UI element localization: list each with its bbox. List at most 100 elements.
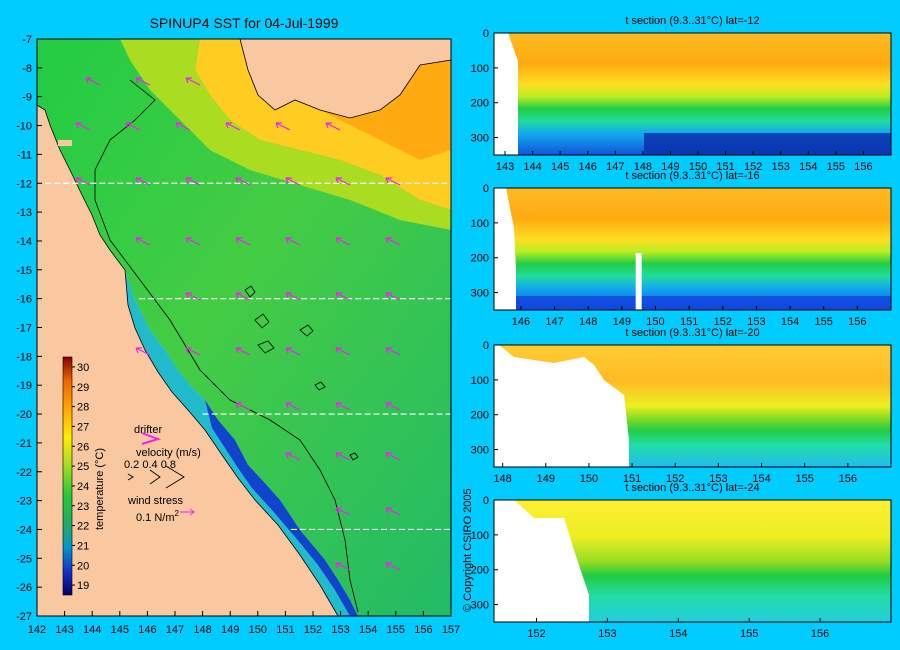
section-title: t section (9.3..31°C) lat=-20 <box>625 327 759 339</box>
map-y-tick-label: -20 <box>16 409 32 421</box>
wind-arrow <box>175 122 191 131</box>
colorbar-tick-label: 19 <box>77 580 89 592</box>
wind-arrow <box>335 507 351 516</box>
section-y-tick-label: 300 <box>471 445 489 457</box>
wind-arrow <box>385 177 401 186</box>
map-x-tick-label: 152 <box>304 624 322 636</box>
wind-arrow <box>285 237 301 246</box>
map-x-tick-label: 146 <box>138 624 156 636</box>
section-x-tick-label: 148 <box>493 473 511 485</box>
section-land <box>494 500 589 622</box>
map-x-tick-label: 150 <box>249 624 267 636</box>
map-y-tick-label: -12 <box>16 178 32 190</box>
wind-arrow <box>335 562 351 571</box>
section-x-tick-label: 149 <box>661 161 679 173</box>
section-x-tick-label: 151 <box>680 316 698 328</box>
legend-wind-exponent: 2 <box>175 509 180 518</box>
map-cape-york <box>36 104 339 617</box>
section-x-tick-label: 154 <box>669 628 687 640</box>
wind-arrow <box>235 292 251 301</box>
section-x-tick-label: 156 <box>848 316 866 328</box>
section-deep-cold <box>494 296 891 310</box>
section-y-tick-label: 0 <box>483 495 489 507</box>
wind-arrow <box>135 347 151 356</box>
section-x-tick-label: 152 <box>744 161 762 173</box>
wind-arrow <box>335 177 351 186</box>
section-y-tick-label: 100 <box>471 375 489 387</box>
wind-arrow <box>285 347 301 356</box>
map-x-tick-label: 156 <box>414 624 432 636</box>
map-x-tick-label: 154 <box>359 624 377 636</box>
section-x-tick-label: 153 <box>709 473 727 485</box>
map-y-tick-label: -23 <box>16 496 32 508</box>
map-y-tick-label: -22 <box>16 467 32 479</box>
wind-arrow <box>385 292 401 301</box>
map-y-tick-label: -9 <box>22 92 32 104</box>
wind-arrow <box>185 237 201 246</box>
wind-arrow <box>185 77 201 86</box>
colorbar-tick-label: 24 <box>77 481 89 493</box>
section-y-tick-label: 300 <box>471 600 489 612</box>
wind-stress-arrows <box>75 77 401 571</box>
section-x-tick-label: 156 <box>839 473 857 485</box>
wind-arrow <box>385 347 401 356</box>
section-y-tick-label: 200 <box>471 98 489 110</box>
map-y-tick-label: -8 <box>22 63 32 75</box>
section-x-tick-label: 148 <box>579 316 597 328</box>
wind-arrow <box>75 177 91 186</box>
section-deep-cold <box>644 133 891 155</box>
wind-arrow <box>285 452 301 461</box>
map-y-tick-label: -26 <box>16 582 32 594</box>
map-y-axis: -7 -8 -9 -10 -11 -12 -13 -14 -15 -16 -17 -18 -19 -20 -… <box>16 34 42 623</box>
map-x-tick-label: 153 <box>331 624 349 636</box>
map-y-tick-label: -11 <box>17 149 32 161</box>
map-y-tick-label: -14 <box>16 236 32 248</box>
section-x-tick-label: 155 <box>815 316 833 328</box>
map-title: SPINUP4 SST for 04-Jul-1999 <box>150 15 339 31</box>
section-x-tick-label: 150 <box>646 316 664 328</box>
section-x-tick-label: 143 <box>496 161 514 173</box>
copyright-notice: © Copyright CSIRO 2005 <box>462 488 474 612</box>
section-land <box>494 345 629 467</box>
section-y-tick-label: 0 <box>483 28 489 40</box>
section-panel: t section (9.3..31°C) lat=-16 146 147 148 14… <box>471 170 892 328</box>
wind-arrow <box>325 122 341 131</box>
section-title: t section (9.3..31°C) lat=-16 <box>625 170 759 182</box>
map-y-tick-label: -19 <box>16 380 32 392</box>
colorbar-tick-label: 27 <box>77 421 89 433</box>
section-y-tick-label: 100 <box>471 530 489 542</box>
wind-arrow <box>185 347 201 356</box>
section-x-tick-label: 154 <box>799 161 817 173</box>
legend-wind-value: 0.1 N/m2 <box>136 509 180 524</box>
map-coastal-deep <box>205 400 358 616</box>
map-x-tick-label: 157 <box>442 624 460 636</box>
wind-arrow <box>275 122 291 131</box>
map-x-tick-label: 144 <box>83 624 101 636</box>
wind-arrow <box>185 177 201 186</box>
wind-arrow <box>135 237 151 246</box>
wind-arrow <box>385 507 401 516</box>
wind-arrow <box>75 122 91 131</box>
map-x-tick-label: 145 <box>111 624 129 636</box>
section-x-tick-label: 154 <box>752 473 770 485</box>
wind-arrow <box>285 177 301 186</box>
section-y-tick-label: 300 <box>471 288 489 300</box>
colorbar-tick-label: 28 <box>77 402 89 414</box>
map-y-tick-label: -18 <box>16 351 32 363</box>
colorbar-tick-label: 20 <box>77 560 89 572</box>
map-x-tick-label: 142 <box>28 624 46 636</box>
section-land <box>494 188 516 310</box>
section-x-tick-label: 146 <box>579 161 597 173</box>
wind-arrow <box>135 77 151 86</box>
map-x-tick-label: 149 <box>221 624 239 636</box>
map-y-tick-label: -16 <box>16 294 32 306</box>
wind-arrow <box>335 237 351 246</box>
colorbar-tick-label: 21 <box>77 540 89 552</box>
section-x-tick-label: 150 <box>689 161 707 173</box>
colorbar-gradient <box>62 356 73 596</box>
velocity-scale-arrows-icon <box>127 465 185 489</box>
colorbar-tick-label: 26 <box>77 441 89 453</box>
map-x-tick-label: 148 <box>193 624 211 636</box>
colorbar-tick-label: 22 <box>77 521 89 533</box>
colorbar-tick-label: 23 <box>77 501 89 513</box>
